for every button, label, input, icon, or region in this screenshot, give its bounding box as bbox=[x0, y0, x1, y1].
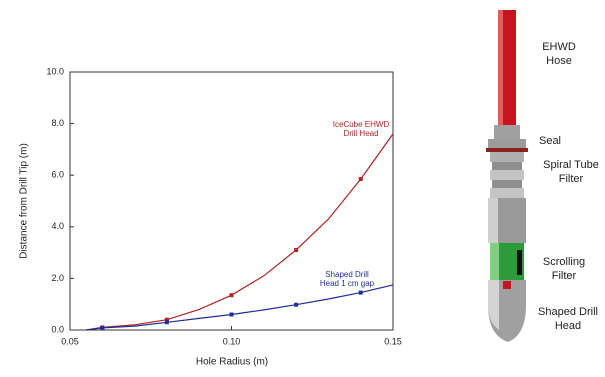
series-marker bbox=[230, 293, 234, 297]
y-tick-label: 2.0 bbox=[51, 273, 64, 283]
x-tick-label: 0.15 bbox=[384, 336, 402, 346]
x-tick-label: 0.05 bbox=[61, 336, 79, 346]
plot-frame bbox=[70, 72, 393, 330]
y-tick-label: 8.0 bbox=[51, 118, 64, 128]
diagram-label: Seal bbox=[530, 134, 570, 148]
series-annotation: Shaped Drill Head 1 cm gap bbox=[318, 270, 376, 288]
series-marker bbox=[359, 291, 363, 295]
x-axis-label: Hole Radius (m) bbox=[196, 357, 268, 368]
drill-diagram bbox=[486, 10, 528, 342]
series-marker bbox=[165, 320, 169, 324]
diagram-label: Spiral Tube Filter bbox=[536, 158, 605, 186]
series-line bbox=[86, 134, 393, 330]
diagram-label: EHWD Hose bbox=[534, 40, 584, 68]
series-marker bbox=[294, 303, 298, 307]
series-marker bbox=[359, 177, 363, 181]
chart: Hole Radius (m) Distance from Drill Tip … bbox=[0, 0, 605, 377]
y-tick-label: 0.0 bbox=[51, 324, 64, 334]
series-marker bbox=[230, 313, 234, 317]
series-annotation: IceCube EHWD Drill Head bbox=[330, 120, 392, 138]
x-tick-label: 0.10 bbox=[223, 336, 241, 346]
y-tick-label: 4.0 bbox=[51, 221, 64, 231]
series-marker bbox=[294, 248, 298, 252]
diagram-label: Scrolling Filter bbox=[534, 255, 594, 283]
diagram-label: Shaped Drill Head bbox=[532, 305, 604, 333]
y-tick-label: 6.0 bbox=[51, 170, 64, 180]
y-axis-label: Distance from Drill Tip (m) bbox=[19, 143, 30, 259]
series-marker bbox=[100, 326, 104, 330]
page: Hole Radius (m) Distance from Drill Tip … bbox=[0, 0, 605, 377]
series-line bbox=[86, 285, 393, 330]
y-tick-label: 10.0 bbox=[46, 66, 64, 76]
